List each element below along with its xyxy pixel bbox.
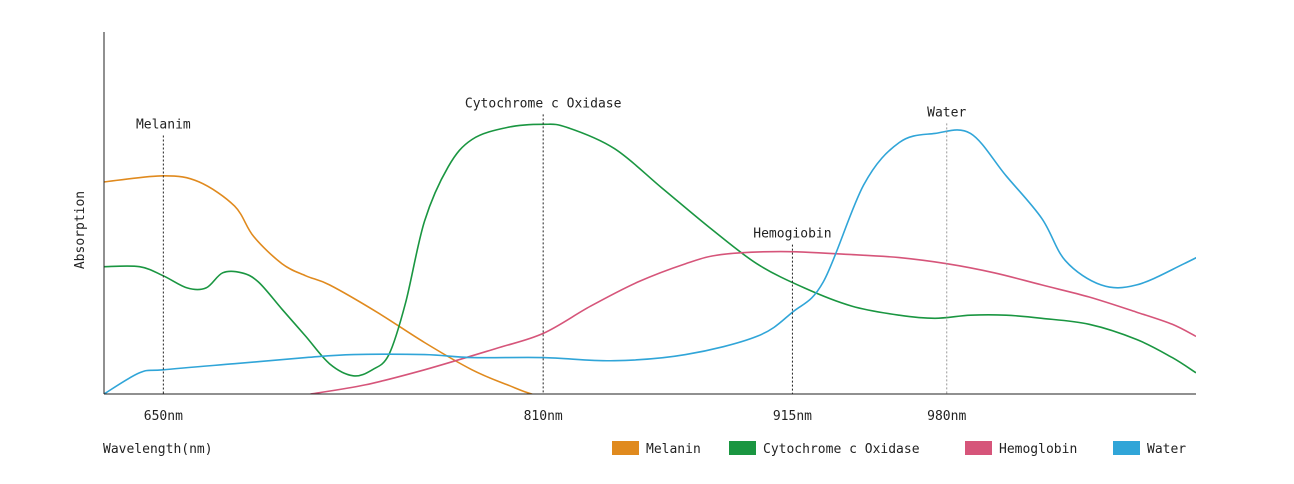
x-tick-label-3: 980nm [927,409,966,424]
legend-item-0: Melanin [612,441,701,457]
x-tick-label-2: 915nm [773,409,812,424]
y-axis-label: Absorption [73,191,88,269]
axes [103,32,1196,395]
marker-label-3: Water [927,105,966,120]
series-line-hemoglobin [310,250,1196,394]
marker-label-2: Hemogiobin [753,227,831,242]
series-line-water [104,129,1196,394]
series-line-cytochrome-c-oxidase [104,123,1196,377]
legend-item-3: Water [1113,441,1186,457]
legend-label-3: Water [1147,442,1186,457]
marker-label-0: Melanim [136,118,191,133]
legend-swatch-3 [1113,441,1140,455]
legend-label-2: Hemoglobin [999,442,1077,457]
legend-item-1: Cytochrome c Oxidase [729,441,920,457]
legend-label-0: Melanin [646,442,701,457]
x-tick-label-1: 810nm [524,409,563,424]
plot-area [104,123,1196,394]
marker-layer: Melanim Cytochrome c Oxidase Hemogiobin Wat… [136,96,966,394]
legend-swatch-0 [612,441,639,455]
marker-label-1: Cytochrome c Oxidase [465,96,622,111]
legend-item-2: Hemoglobin [965,441,1077,457]
series-line-melanin [104,174,535,394]
x-tick-labels: 650nm 810nm 915nm 980nm [144,409,967,424]
legend: Melanin Cytochrome c Oxidase Hemoglobin Wat… [612,441,1186,457]
legend-swatch-1 [729,441,756,455]
legend-label-1: Cytochrome c Oxidase [763,442,920,457]
x-axis-label: Wavelength(nm) [103,442,213,457]
legend-swatch-2 [965,441,992,455]
x-tick-label-0: 650nm [144,409,183,424]
